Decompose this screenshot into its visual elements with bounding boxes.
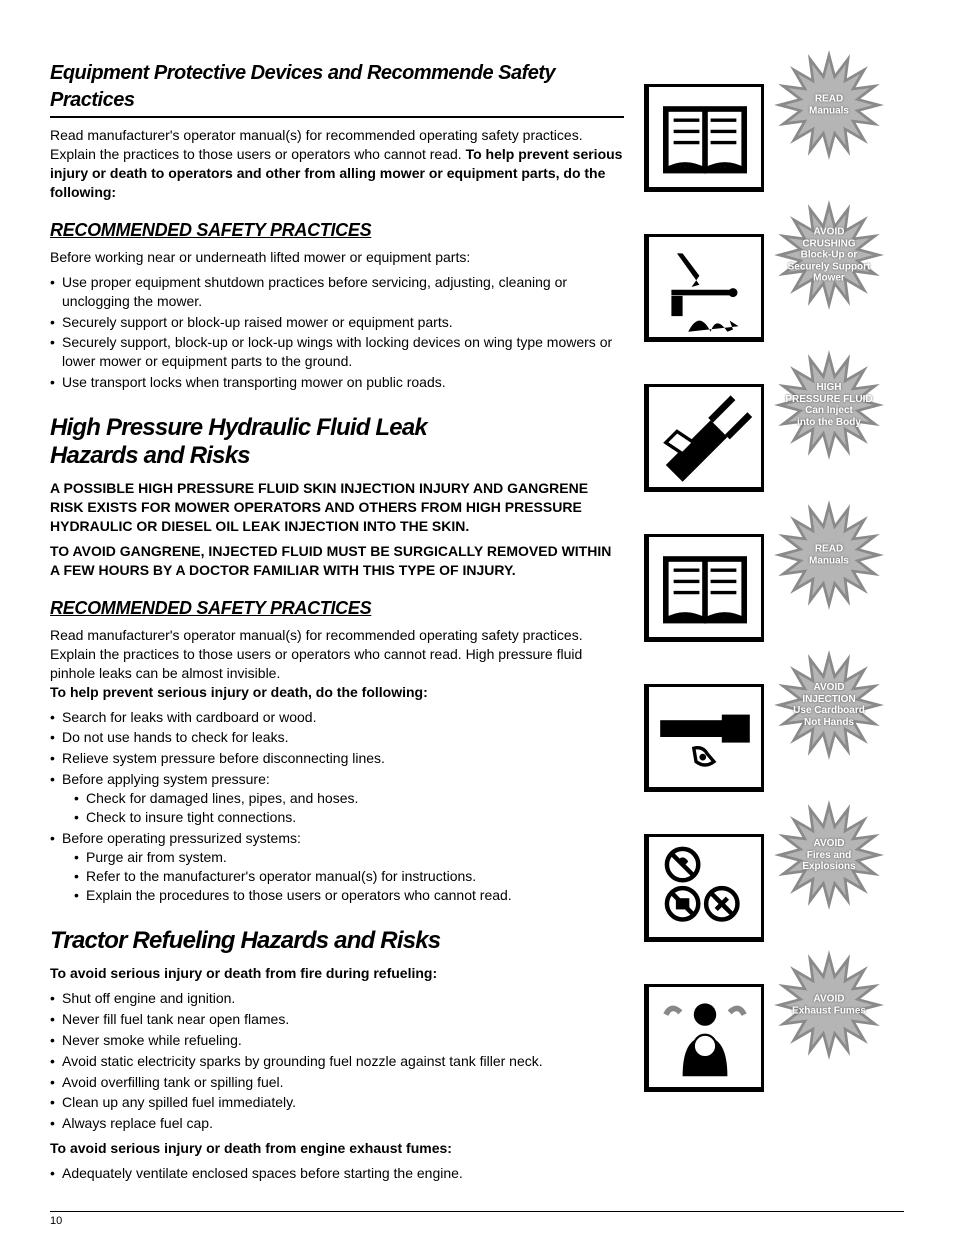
sublist: Check for damaged lines, pipes, and hose… — [62, 789, 624, 827]
starburst-icon: AVOIDExhaust Fumes — [744, 950, 914, 1060]
starburst-icon: READManuals — [744, 50, 914, 160]
starburst-icon: AVOIDCRUSHINGBlock-Up orSecurely Support… — [744, 200, 914, 310]
starburst-label: AVOIDExhaust Fumes — [779, 994, 879, 1017]
sublist: Purge air from system. Refer to the manu… — [62, 848, 624, 905]
sub-bullet: Purge air from system. — [74, 848, 624, 867]
bullet: Avoid static electricity sparks by groun… — [50, 1052, 624, 1071]
rp2-intro-bold: To help prevent serious injury or death,… — [50, 684, 428, 700]
bullet: Clean up any spilled fuel immediately. — [50, 1093, 624, 1112]
sub-bullet: Check for damaged lines, pipes, and hose… — [74, 789, 624, 808]
equipment-heading: Equipment Protective Devices and Recomme… — [50, 60, 624, 118]
bullet: Do not use hands to check for leaks. — [50, 728, 624, 747]
refuel-heading: Tractor Refueling Hazards and Risks — [50, 927, 624, 955]
starburst-icon: HIGHPRESSURE FLUIDCan Injectinto the Bod… — [744, 350, 914, 460]
bullet: Never smoke while refueling. — [50, 1031, 624, 1050]
starburst-label: READManuals — [779, 94, 879, 117]
rp1-intro: Before working near or underneath lifted… — [50, 248, 624, 267]
safety-callout: HIGHPRESSURE FLUIDCan Injectinto the Bod… — [644, 360, 904, 492]
bullet: Never fill fuel tank near open flames. — [50, 1010, 624, 1029]
hp-warn1: A POSSIBLE HIGH PRESSURE FLUID SKIN INJE… — [50, 479, 624, 536]
safety-callout: READManuals — [644, 60, 904, 192]
starburst-icon: AVOIDINJECTIONUse CardboardNot Hands — [744, 650, 914, 760]
rp2-intro: Read manufacturer's operator manual(s) f… — [50, 626, 624, 702]
starburst-icon: READManuals — [744, 500, 914, 610]
bullet: Use transport locks when transporting mo… — [50, 373, 624, 392]
hp-title-line2: Hazards and Risks — [50, 442, 250, 469]
starburst-label: AVOIDFires andExplosions — [779, 838, 879, 873]
starburst-label: HIGHPRESSURE FLUIDCan Injectinto the Bod… — [779, 382, 879, 428]
recommended-practices-2: RECOMMENDED SAFETY PRACTICES — [50, 596, 624, 620]
sub-bullet: Refer to the manufacturer's operator man… — [74, 867, 624, 886]
bullet: Before applying system pressure: Check f… — [50, 770, 624, 827]
rp2-list: Search for leaks with cardboard or wood.… — [50, 708, 624, 905]
bullet: Securely support or block-up raised mowe… — [50, 313, 624, 332]
bullet: Search for leaks with cardboard or wood. — [50, 708, 624, 727]
bullet: Before operating pressurized systems: Pu… — [50, 829, 624, 905]
refuel-lead2: To avoid serious injury or death from en… — [50, 1139, 624, 1158]
refuel-list1: Shut off engine and ignition. Never fill… — [50, 989, 624, 1133]
rp2-intro-text: Read manufacturer's operator manual(s) f… — [50, 627, 583, 681]
hp-warn2: TO AVOID GANGRENE, INJECTED FLUID MUST B… — [50, 542, 624, 580]
safety-callout: READManuals — [644, 510, 904, 642]
bullet: Shut off engine and ignition. — [50, 989, 624, 1008]
sub-bullet: Explain the procedures to those users or… — [74, 886, 624, 905]
bullet: Always replace fuel cap. — [50, 1114, 624, 1133]
page-number: 10 — [50, 1211, 904, 1229]
safety-callout: AVOIDCRUSHINGBlock-Up orSecurely Support… — [644, 210, 904, 342]
bullet-text: Before applying system pressure: — [62, 771, 270, 787]
bullet: Relieve system pressure before disconnec… — [50, 749, 624, 768]
text-column: Equipment Protective Devices and Recomme… — [50, 60, 624, 1189]
starburst-label: AVOIDINJECTIONUse CardboardNot Hands — [779, 682, 879, 728]
bullet-text: Before operating pressurized systems: — [62, 830, 301, 846]
hp-title-line1: High Pressure Hydraulic Fluid Leak — [50, 414, 427, 441]
starburst-label: READManuals — [779, 544, 879, 567]
safety-callout: AVOIDINJECTIONUse CardboardNot Hands — [644, 660, 904, 792]
starburst-icon: AVOIDFires andExplosions — [744, 800, 914, 910]
refuel-lead1: To avoid serious injury or death from fi… — [50, 964, 624, 983]
refuel-list2: Adequately ventilate enclosed spaces bef… — [50, 1164, 624, 1183]
safety-callout: AVOIDExhaust Fumes — [644, 960, 904, 1092]
recommended-practices-1: RECOMMENDED SAFETY PRACTICES — [50, 218, 624, 242]
rp1-list: Use proper equipment shutdown practices … — [50, 273, 624, 392]
icon-column: READManuals AVOIDCRUSHINGBlock-Up orSecur… — [644, 60, 904, 1189]
starburst-label: AVOIDCRUSHINGBlock-Up orSecurely Support… — [779, 226, 879, 284]
bullet: Avoid overfilling tank or spilling fuel. — [50, 1073, 624, 1092]
hp-fluid-heading: High Pressure Hydraulic Fluid Leak Hazar… — [50, 414, 624, 469]
bullet: Use proper equipment shutdown practices … — [50, 273, 624, 311]
equip-intro: Read manufacturer's operator manual(s) f… — [50, 126, 624, 202]
sub-bullet: Check to insure tight connections. — [74, 808, 624, 827]
bullet: Securely support, block-up or lock-up wi… — [50, 333, 624, 371]
bullet: Adequately ventilate enclosed spaces bef… — [50, 1164, 624, 1183]
safety-callout: AVOIDFires andExplosions — [644, 810, 904, 942]
